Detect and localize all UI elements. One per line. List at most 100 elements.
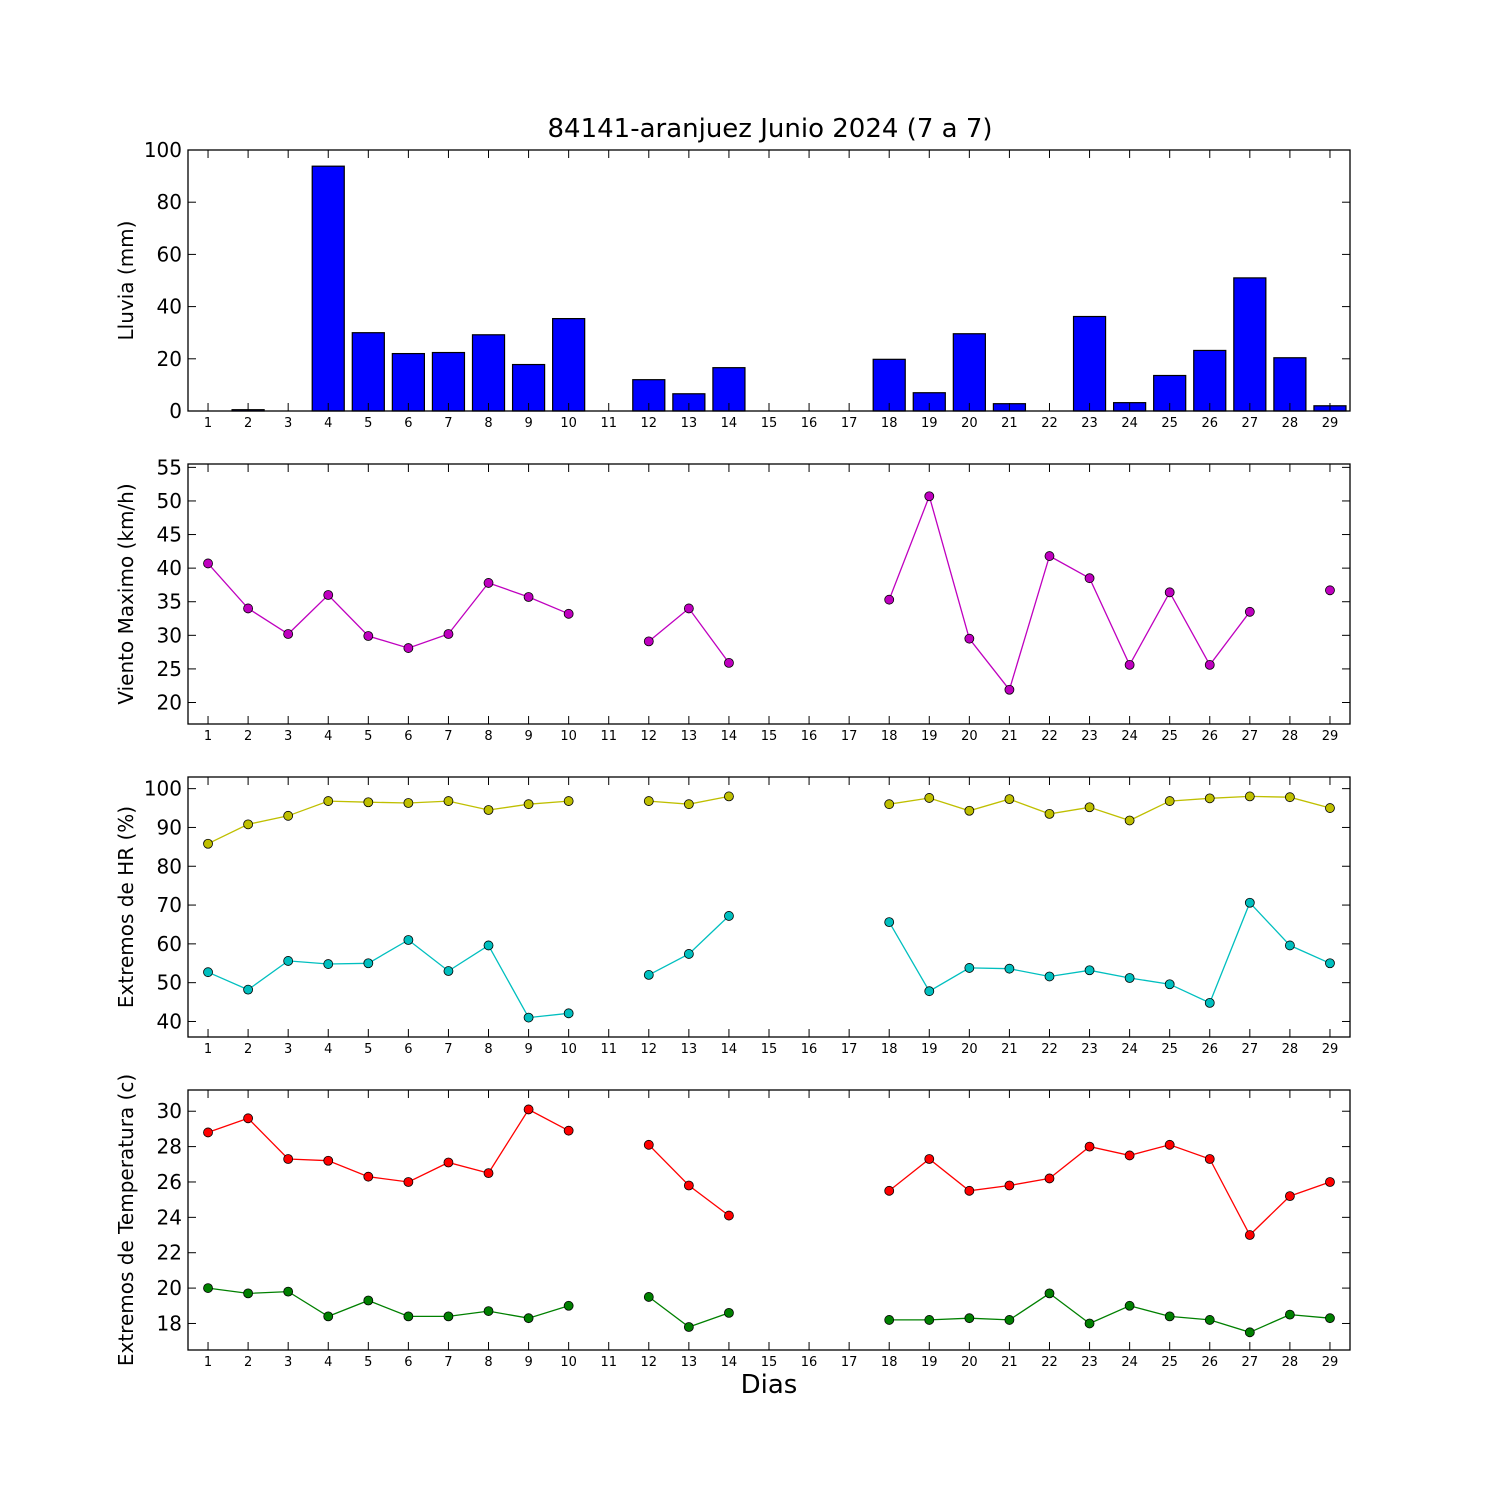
ytick-label-viento: 20 [157,691,182,715]
xtick-label-temperatura: 8 [484,1355,492,1370]
xtick-label-temperatura: 18 [881,1355,898,1370]
xtick-label-viento: 2 [244,729,252,744]
point-hr-0-3 [283,810,294,821]
ytick-label-viento: 50 [157,489,182,513]
point-temperatura-1-22 [1044,1288,1055,1299]
point-temperatura-0-19 [924,1154,935,1164]
point-temperatura-0-5 [363,1171,374,1182]
point-temperatura-1-14 [724,1307,734,1318]
ytick-label-temperatura: 18 [157,1311,182,1335]
xtick-label-temperatura: 5 [364,1355,372,1370]
ytick-label-lluvia: 60 [157,242,182,266]
ytick-label-hr: 60 [157,932,182,956]
xtick-label-temperatura: 11 [600,1355,617,1370]
point-hr-1-3 [283,956,294,966]
bar-lluvia-26 [1193,349,1227,412]
series-line-hr-1 [207,901,1331,1019]
ytick-label-hr: 50 [157,971,182,995]
xtick-label-lluvia: 16 [801,416,818,431]
point-hr-0-19 [924,793,935,803]
xtick-label-hr: 26 [1201,1042,1218,1057]
point-viento-0-12 [643,636,654,647]
point-hr-0-24 [1124,815,1135,826]
point-viento-0-1 [203,558,213,569]
point-temperatura-1-13 [683,1322,694,1332]
xtick-label-lluvia: 10 [560,416,577,431]
point-hr-0-7 [443,796,454,806]
xtick-label-lluvia: 17 [841,416,858,431]
xtick-label-temperatura: 22 [1041,1355,1058,1370]
ytick-label-viento: 35 [157,590,182,614]
point-viento-0-21 [1004,684,1015,695]
point-hr-0-10 [563,796,574,806]
ytick-label-viento: 40 [157,556,182,580]
xtick-label-temperatura: 24 [1121,1355,1138,1370]
point-viento-0-2 [243,603,254,614]
point-hr-0-14 [724,791,734,802]
xtick-label-hr: 3 [284,1042,292,1057]
xtick-label-viento: 5 [364,729,372,744]
point-hr-1-12 [643,970,654,980]
point-temperatura-1-21 [1004,1315,1015,1325]
xtick-label-viento: 15 [761,729,778,744]
point-viento-0-20 [964,633,975,644]
point-temperatura-0-21 [1004,1180,1015,1191]
xtick-label-lluvia: 15 [761,416,778,431]
point-viento-0-8 [483,578,494,588]
xtick-label-lluvia: 12 [641,416,658,431]
ytick-label-temperatura: 30 [157,1099,182,1123]
point-temperatura-0-3 [283,1154,294,1164]
xtick-label-lluvia: 29 [1322,416,1339,431]
point-hr-1-8 [483,940,494,951]
point-hr-0-22 [1044,808,1055,819]
ytick-label-lluvia: 100 [144,138,182,162]
point-hr-0-25 [1164,796,1175,806]
point-viento-0-10 [563,608,574,619]
xtick-label-viento: 18 [881,729,898,744]
ytick-label-viento: 25 [157,657,182,681]
ytick-label-lluvia: 20 [157,347,182,371]
series-line-hr-0 [207,795,1331,845]
xtick-label-temperatura: 28 [1282,1355,1299,1370]
xtick-label-temperatura: 2 [244,1355,252,1370]
xtick-label-temperatura: 23 [1081,1355,1098,1370]
xtick-label-hr: 14 [721,1042,738,1057]
xtick-label-lluvia: 27 [1242,416,1259,431]
point-temperatura-0-20 [964,1185,975,1196]
xtick-label-lluvia: 18 [881,416,898,431]
xtick-label-lluvia: 11 [600,416,617,431]
point-temperatura-0-6 [403,1177,414,1187]
point-hr-0-8 [483,805,494,815]
xtick-label-lluvia: 6 [404,416,412,431]
point-viento-0-29 [1325,585,1335,596]
ytick-label-temperatura: 20 [157,1276,182,1300]
xtick-label-lluvia: 7 [444,416,452,431]
point-temperatura-1-12 [643,1292,654,1302]
point-hr-1-14 [724,911,734,921]
point-temperatura-0-22 [1044,1173,1055,1184]
point-viento-0-22 [1044,551,1055,561]
ytick-label-temperatura: 22 [157,1241,182,1265]
xtick-label-lluvia: 20 [961,416,978,431]
point-hr-1-24 [1124,973,1135,983]
xtick-label-hr: 12 [641,1042,658,1057]
xtick-label-hr: 11 [600,1042,617,1057]
xtick-label-viento: 8 [484,729,492,744]
xtick-label-lluvia: 21 [1001,416,1018,431]
xtick-label-hr: 7 [444,1042,452,1057]
point-temperatura-1-6 [403,1311,414,1322]
point-temperatura-0-2 [243,1113,254,1124]
xtick-label-hr: 1 [204,1042,212,1057]
bar-lluvia-20 [952,333,986,412]
xtick-label-temperatura: 27 [1242,1355,1259,1370]
point-hr-1-9 [523,1012,534,1023]
xtick-label-hr: 5 [364,1042,372,1057]
xtick-label-hr: 8 [484,1042,492,1057]
point-hr-0-9 [523,799,534,810]
ytick-label-hr: 80 [157,854,182,878]
axes-frame-viento [187,463,1351,725]
ytick-label-hr: 70 [157,893,182,917]
